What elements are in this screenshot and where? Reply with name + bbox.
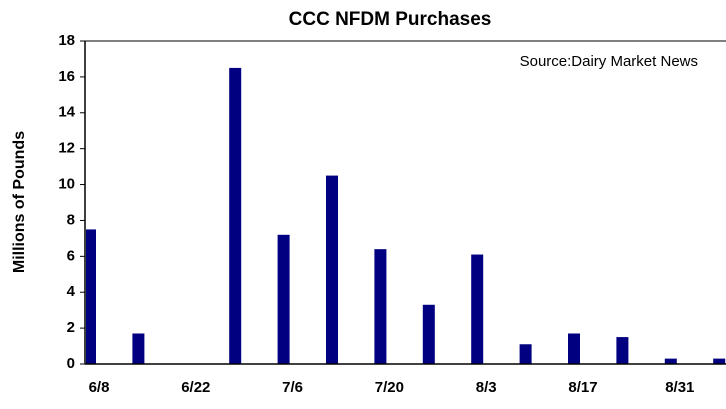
annotation: Source:Dairy Market News [520,53,698,70]
bars [86,67,726,364]
y-axis-label: Millions of Pounds [11,131,28,273]
y-tick-label: 2 [67,319,75,336]
bar [422,304,435,364]
x-tick-label: 7/6 [282,379,303,396]
x-tick-label: 6/8 [89,379,110,396]
bar [664,358,677,364]
bar [568,333,580,364]
y-tick-label: 18 [58,32,75,49]
x-tick-label: 7/20 [375,379,404,396]
y-tick-label: 10 [58,176,75,193]
bar [326,175,338,364]
y-tick-label: 12 [58,140,75,157]
x-tick-label: 8/31 [665,379,694,396]
bar [471,254,484,364]
bar [86,229,96,364]
bar [277,234,290,364]
y-tick-label: 6 [67,247,75,264]
bar [713,358,726,364]
y-tick-label: 14 [58,104,75,121]
x-tick-label: 6/22 [181,379,210,396]
chart-title: CCC NFDM Purchases [289,9,492,30]
bar [132,333,145,364]
y-tick-label: 16 [58,68,75,85]
bar [616,337,629,364]
bar [519,344,532,364]
y-tick-label: 8 [67,211,75,228]
annotation-box [440,47,706,75]
x-tick-label: 8/3 [476,379,497,396]
x-tick-label: 8/17 [568,379,597,396]
y-tick-label: 4 [67,283,76,300]
y-tick-label: 0 [67,355,75,372]
bar [374,249,387,364]
bar [229,67,242,364]
